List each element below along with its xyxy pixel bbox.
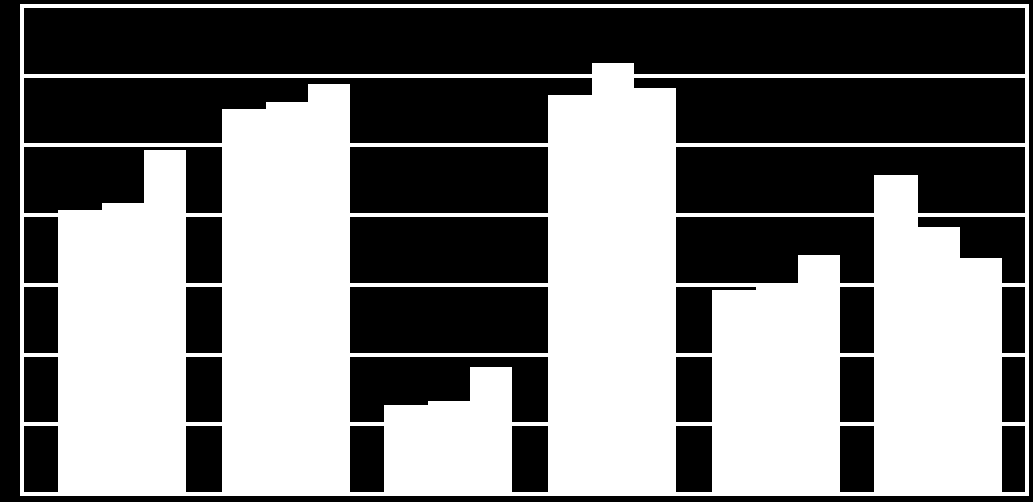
bar-g5-s1 [918,227,960,492]
gridline-y-6 [20,74,1029,78]
bar-g1-s2 [308,84,350,492]
bar-g2-s1 [428,401,470,492]
plot-border-bottom [20,492,1029,496]
bar-g0-s1 [102,203,144,492]
bar-g0-s2 [144,150,186,492]
bar-g3-s0 [548,95,592,492]
bar-g1-s0 [222,109,266,492]
bar-g5-s2 [960,258,1002,492]
bar-g3-s2 [634,88,676,492]
bar-g5-s0 [874,175,918,492]
bar-g0-s0 [58,210,102,492]
bar-g2-s2 [470,367,512,492]
bar-g4-s0 [712,290,756,492]
bar-g4-s2 [798,255,840,492]
bar-g3-s1 [592,63,634,492]
chart-plot-area [20,4,1029,496]
gridline-y-5 [20,143,1029,147]
bar-g1-s1 [266,102,308,492]
bar-g4-s1 [756,286,798,492]
bar-g2-s0 [384,405,428,492]
gridline-y-7 [20,4,1029,8]
